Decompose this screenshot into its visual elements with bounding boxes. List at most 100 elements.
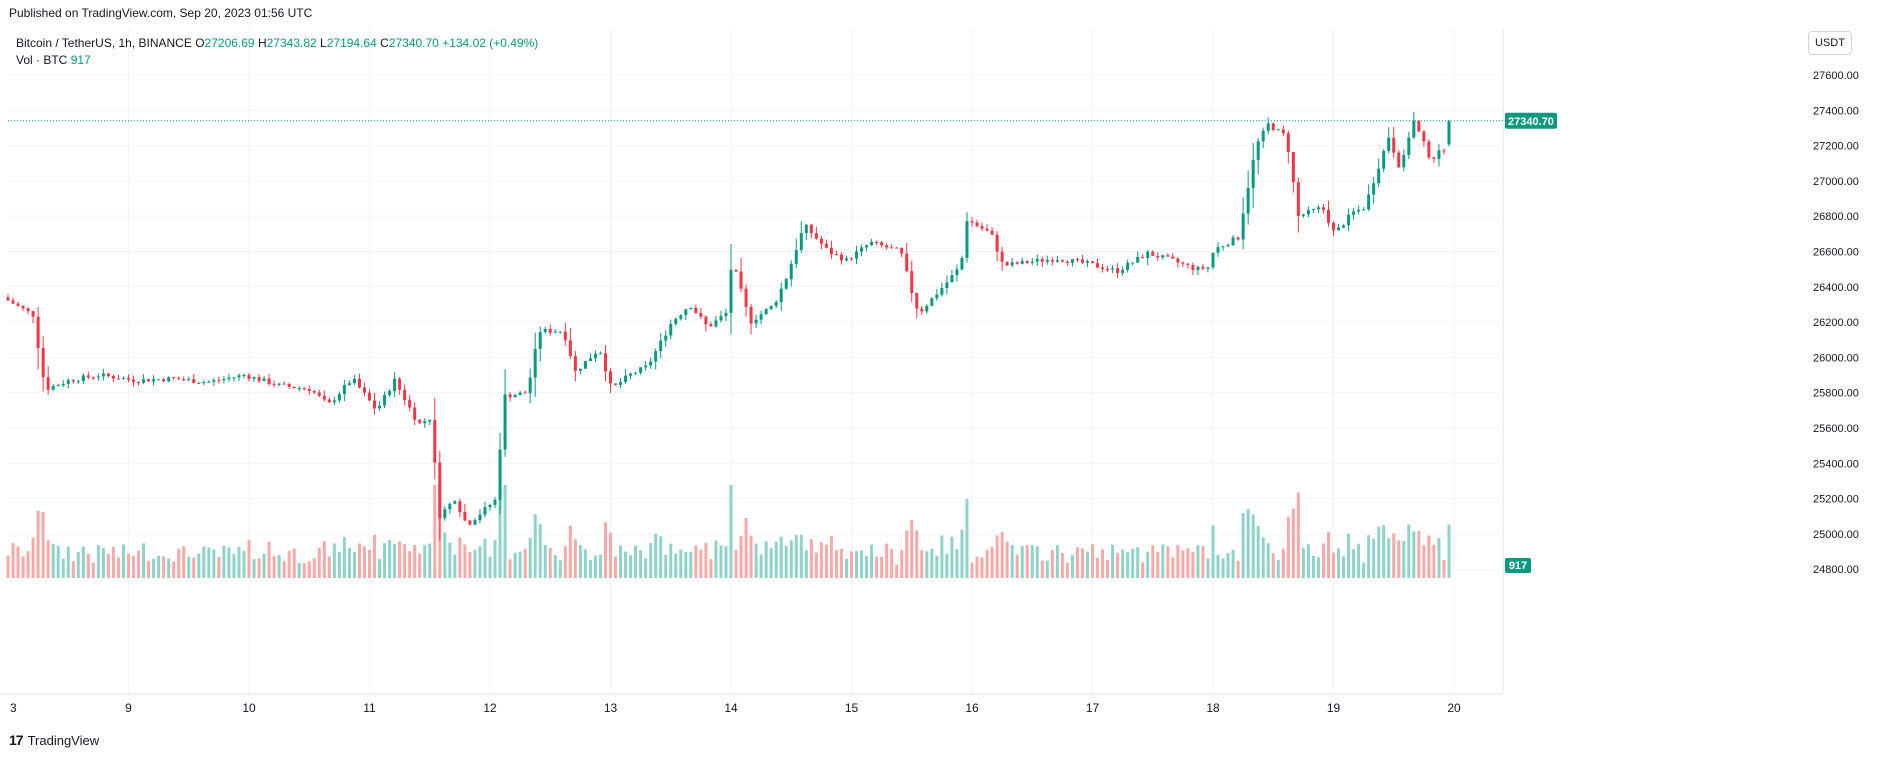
volume-bar [1372, 538, 1376, 578]
candle-body [895, 247, 899, 249]
candle-body [403, 389, 407, 401]
volume-bar [413, 545, 417, 578]
volume-bar [1216, 554, 1220, 578]
volume-bar [649, 543, 653, 578]
candle-body [870, 241, 874, 246]
volume-bar [137, 550, 141, 578]
candle-body [368, 392, 371, 401]
volume-bar [152, 558, 156, 578]
volume-bar [915, 530, 919, 578]
volume-bar [282, 561, 286, 578]
volume-bar [1176, 545, 1180, 578]
candle-body [634, 372, 638, 374]
volume-bar [36, 510, 40, 578]
candle-body [649, 361, 653, 366]
tradingview-logo-icon: 17 [9, 732, 24, 748]
candle-body [990, 230, 994, 235]
x-tick-label: 12 [483, 701, 497, 715]
price-axis: 27600.00 27400.00 27200.00 27000.00 26800.00… [1813, 70, 1859, 576]
volume-bar [1281, 548, 1285, 578]
candle-body [347, 383, 351, 386]
volume-bar [443, 532, 447, 578]
volume-bar [774, 541, 778, 578]
volume-bar [619, 545, 623, 578]
candle-body [880, 242, 884, 246]
candle-body [282, 383, 286, 385]
volume-bar [588, 560, 592, 578]
candle-body [277, 383, 281, 385]
tradingview-logo[interactable]: 17 TradingView [9, 732, 99, 748]
volume-bar [76, 552, 80, 578]
volume-bar [603, 522, 607, 578]
candle-body [1412, 120, 1416, 138]
candle-body [262, 378, 266, 382]
volume-bar [6, 555, 10, 578]
volume-bar [739, 536, 743, 578]
legend-ohlc-row: Bitcoin / TetherUS, 1h, BINANCE O27206.6… [16, 35, 538, 52]
candle-body [237, 375, 241, 378]
currency-button[interactable]: USDT [1808, 31, 1852, 55]
volume-bar [277, 555, 281, 578]
volume-bar [212, 549, 216, 578]
volume-bar [1070, 555, 1074, 578]
x-tick-label: 10 [242, 701, 256, 715]
volume-bar [41, 511, 45, 578]
volume-bar [573, 539, 577, 578]
legend-low-label: L [320, 36, 327, 50]
candle-body [679, 315, 683, 319]
y-tick-label: 26600.00 [1813, 247, 1859, 259]
volume-bar [1191, 551, 1195, 578]
candle-body [272, 384, 276, 386]
candle-body [578, 368, 582, 371]
volume-bar [1020, 545, 1024, 578]
volume-bar [297, 563, 301, 578]
candle-body [121, 378, 125, 380]
candle-body [227, 377, 231, 379]
candle-body [56, 385, 60, 387]
x-tick-label: 13 [604, 701, 618, 715]
candle-body [1141, 256, 1145, 259]
volume-bar [538, 524, 542, 578]
volume-bar [1040, 560, 1044, 578]
candle-body [794, 250, 798, 264]
volume-bar [1332, 552, 1335, 578]
legend-low: 27194.64 [326, 36, 377, 50]
volume-bar [654, 533, 658, 578]
candle-body [91, 377, 95, 379]
y-tick-label: 26200.00 [1813, 317, 1859, 329]
volume-bar [1045, 560, 1049, 578]
volume-bar [1296, 492, 1300, 578]
candle-body [729, 269, 733, 313]
volume-bar [1402, 541, 1406, 578]
candle-body [1055, 260, 1059, 262]
volume-bar [804, 550, 808, 578]
candle-body [207, 381, 211, 383]
candle-body [362, 387, 366, 393]
candle-body [689, 307, 693, 310]
volume-bar [207, 547, 211, 578]
volume-bar [1111, 544, 1115, 578]
volume-bar [578, 545, 582, 578]
volume-bar [1065, 562, 1069, 578]
candle-body [588, 358, 592, 362]
legend-symbol: Bitcoin / TetherUS, 1h, BINANCE [16, 36, 192, 50]
candle-body [1246, 187, 1250, 214]
volume-bar [1030, 545, 1034, 578]
candle-body [1020, 260, 1024, 264]
volume-bar [493, 540, 497, 578]
candle-body [393, 378, 397, 392]
volume-bar [839, 549, 843, 578]
volume-bar [1301, 548, 1305, 578]
volume-bar [1286, 516, 1290, 578]
volume-bar [1377, 526, 1381, 578]
volume-bar [794, 534, 798, 578]
candle-body [619, 382, 623, 385]
candle-body [132, 379, 136, 383]
candle-body [769, 305, 773, 310]
volume-bar [744, 517, 748, 578]
candle-body [1070, 259, 1074, 263]
candle-body [1101, 267, 1105, 270]
volume-bar [513, 552, 517, 578]
candle-body [1241, 213, 1245, 240]
